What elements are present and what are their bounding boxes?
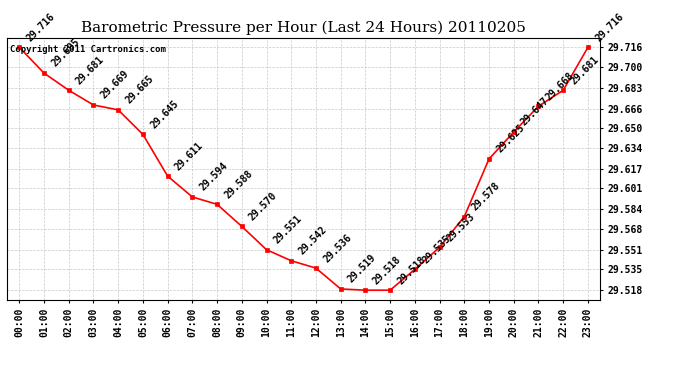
Text: 29.518: 29.518 [371, 254, 403, 286]
Text: 29.570: 29.570 [247, 190, 279, 222]
Title: Barometric Pressure per Hour (Last 24 Hours) 20110205: Barometric Pressure per Hour (Last 24 Ho… [81, 21, 526, 35]
Text: 29.551: 29.551 [272, 213, 304, 246]
Text: 29.578: 29.578 [470, 180, 502, 212]
Text: 29.536: 29.536 [322, 232, 353, 264]
Text: 29.553: 29.553 [445, 211, 477, 243]
Text: 29.588: 29.588 [223, 168, 255, 200]
Text: 29.681: 29.681 [75, 54, 106, 86]
Text: 29.669: 29.669 [99, 69, 131, 101]
Text: 29.716: 29.716 [25, 11, 57, 43]
Text: 29.681: 29.681 [569, 54, 601, 86]
Text: 29.518: 29.518 [395, 254, 428, 286]
Text: 29.611: 29.611 [173, 140, 205, 172]
Text: 29.716: 29.716 [593, 11, 626, 43]
Text: 29.594: 29.594 [198, 161, 230, 193]
Text: 29.665: 29.665 [124, 74, 156, 106]
Text: Copyright 2011 Cartronics.com: Copyright 2011 Cartronics.com [10, 45, 166, 54]
Text: 29.695: 29.695 [50, 37, 81, 69]
Text: 29.625: 29.625 [495, 123, 526, 155]
Text: 29.645: 29.645 [148, 98, 181, 130]
Text: 29.535: 29.535 [420, 233, 453, 265]
Text: 29.647: 29.647 [520, 96, 551, 128]
Text: 29.542: 29.542 [297, 225, 329, 256]
Text: 29.519: 29.519 [346, 253, 378, 285]
Text: 29.668: 29.668 [544, 70, 576, 102]
